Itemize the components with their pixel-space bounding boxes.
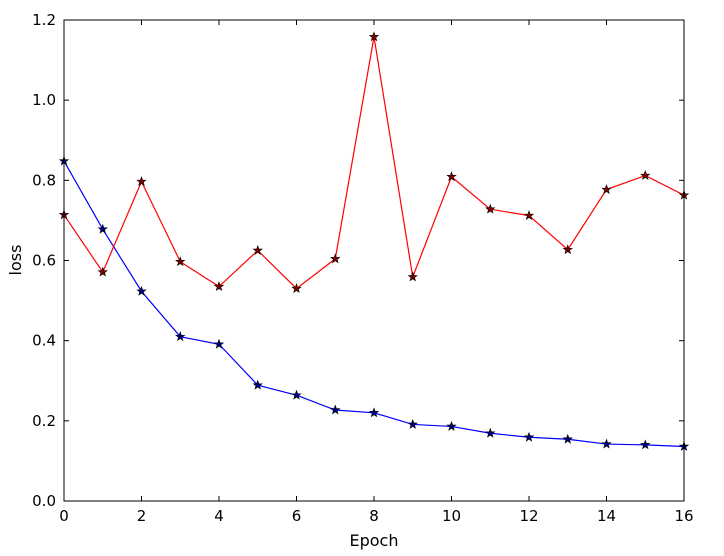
data-point (97, 266, 108, 277)
data-point (252, 379, 263, 390)
x-axis-label: Epoch (350, 531, 399, 550)
data-point (175, 331, 186, 342)
data-point (407, 271, 418, 282)
x-tick-label: 12 (519, 507, 538, 525)
data-point (175, 256, 186, 267)
data-point (601, 184, 612, 194)
ticks-layer: 0 2 4 6 8 10 12 14 16 0.0 0.2 0.4 0.6 0.8 1.0 1.2 (32, 11, 693, 525)
x-tick-label: 10 (442, 507, 461, 525)
data-point (562, 244, 573, 255)
series-layer (58, 31, 690, 451)
y-tick-label: 0.6 (32, 252, 56, 270)
data-point (368, 31, 380, 42)
data-point (97, 223, 108, 234)
data-point (368, 407, 380, 418)
y-tick-label: 0.4 (32, 332, 56, 350)
x-tick-label: 16 (674, 507, 693, 525)
series-0 (58, 155, 690, 451)
data-point (640, 170, 651, 180)
data-point (213, 338, 225, 349)
data-point (562, 433, 573, 444)
data-point (330, 253, 341, 264)
data-point (291, 283, 302, 293)
data-point (407, 418, 418, 429)
y-tick-label: 0.8 (32, 171, 56, 189)
x-tick-label: 0 (59, 507, 69, 525)
data-point (213, 281, 225, 291)
plot-area (64, 20, 684, 501)
data-point (523, 431, 535, 442)
data-point (446, 171, 457, 182)
x-tick-label: 6 (292, 507, 302, 525)
y-axis-label: loss (6, 245, 25, 276)
series-1 (58, 31, 690, 293)
y-tick-label: 1.2 (32, 11, 56, 29)
data-point (640, 439, 651, 450)
data-point (330, 404, 341, 415)
y-tick-label: 0.2 (32, 412, 56, 430)
data-point (523, 210, 535, 221)
data-point (136, 176, 147, 186)
y-tick-label: 0.0 (32, 492, 56, 510)
x-tick-label: 14 (597, 507, 616, 525)
data-point (485, 427, 496, 438)
data-point (291, 389, 302, 400)
data-point (136, 285, 147, 296)
data-point (446, 420, 457, 431)
data-point (252, 245, 263, 255)
x-tick-label: 8 (369, 507, 379, 525)
data-point (485, 203, 496, 214)
plot-frame (63, 19, 685, 502)
y-tick-label: 1.0 (32, 91, 56, 109)
x-tick-label: 2 (137, 507, 147, 525)
data-point (601, 438, 612, 449)
x-tick-label: 4 (214, 507, 224, 525)
